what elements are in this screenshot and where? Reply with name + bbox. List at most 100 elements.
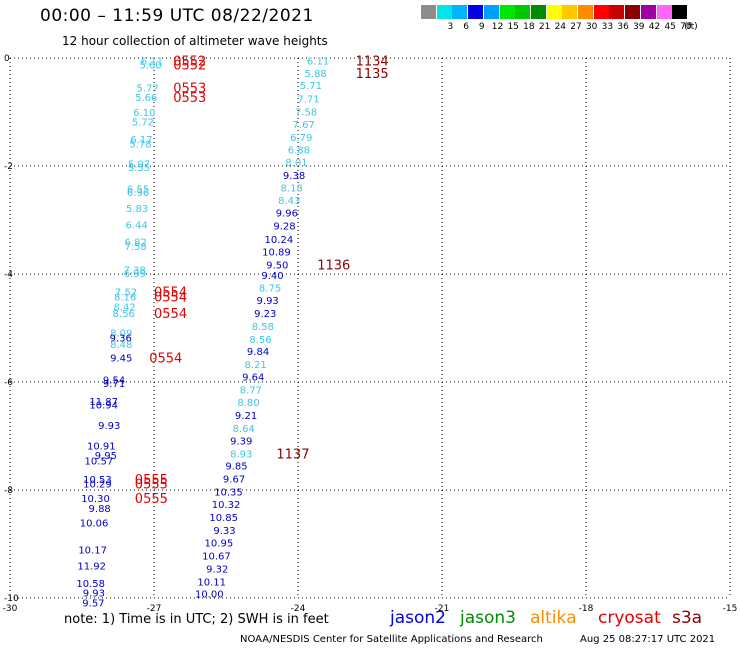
wave-height-value: 9.57 (82, 598, 104, 609)
wave-height-value: 10.35 (214, 488, 243, 499)
color-bin-label: 21 (538, 22, 551, 32)
legend-satellite-altika: altika (530, 608, 577, 628)
wave-height-value: 9.23 (254, 309, 276, 320)
color-bin-swatch (483, 5, 499, 19)
y-tick-label: 0 (4, 54, 10, 64)
pass-time-label: 0555 (135, 478, 168, 493)
color-bin-swatch (672, 5, 688, 19)
wave-height-value: 10.17 (78, 545, 107, 556)
color-bin-swatch (562, 5, 578, 19)
wave-height-value: 5.71 (300, 81, 322, 92)
color-bin-label: 33 (601, 22, 614, 32)
wave-height-value: 8.21 (245, 360, 267, 371)
wave-height-value: 9.33 (213, 526, 235, 537)
wave-height-value: 8.58 (252, 322, 274, 333)
wave-height-value: 9.95 (95, 451, 117, 462)
color-bin-swatch (515, 5, 531, 19)
wave-height-value: 9.67 (223, 475, 245, 486)
wave-height-value: 9.93 (83, 589, 105, 600)
color-scale-unit: (ft) (684, 22, 698, 32)
wave-height-value: 9.38 (283, 171, 305, 182)
x-tick-label: -24 (291, 604, 306, 614)
legend-satellite-s3a: s3a (672, 608, 703, 628)
color-bin-swatch (468, 5, 484, 19)
wave-height-value: 10.06 (80, 518, 109, 529)
pass-time-label: 1137 (276, 447, 309, 462)
wave-height-value: 5.77 (137, 84, 159, 95)
y-tick-label: -8 (4, 486, 13, 496)
pass-time-label: 0552 (173, 55, 206, 70)
wave-height-value: 8.43 (278, 196, 300, 207)
color-bin-swatch (625, 5, 641, 19)
color-bin-label: 3 (447, 22, 454, 32)
wave-height-value: 6.55 (127, 185, 149, 196)
wave-height-value: 6.44 (125, 220, 147, 231)
wave-height-value: 11.87 (89, 397, 118, 408)
chart-subtitle: 12 hour collection of altimeter wave hei… (62, 34, 328, 48)
wave-height-value: 11.92 (77, 562, 106, 573)
wave-height-value: 5.60 (139, 60, 161, 71)
wave-height-value: 9.85 (225, 462, 247, 473)
wave-height-value: 8.77 (240, 386, 262, 397)
wave-height-value: 10.30 (81, 494, 110, 505)
wave-height-value: 9.93 (98, 421, 120, 432)
wave-height-value: 9.71 (103, 379, 125, 390)
wave-height-value: 6.79 (290, 133, 312, 144)
color-bin-swatch (546, 5, 562, 19)
wave-height-value: 6.88 (288, 145, 310, 156)
generated-timestamp: Aug 25 08:27:17 UTC 2021 (580, 634, 716, 645)
color-bin-swatch (421, 5, 436, 19)
footnote: note: 1) Time is in UTC; 2) SWH is in fe… (64, 612, 329, 627)
wave-height-value: 10.58 (76, 579, 105, 590)
wave-height-value: 8.42 (113, 302, 135, 313)
color-bin-label: 39 (633, 22, 645, 32)
color-bin-label: 42 (648, 22, 661, 32)
wave-height-value: 8.75 (259, 284, 281, 295)
pass-time-label: 0553 (173, 82, 206, 97)
wave-height-value: 10.85 (209, 513, 238, 524)
pass-time-label: 1136 (317, 258, 350, 273)
wave-height-value: 8.56 (113, 309, 135, 320)
x-tick-label: -15 (723, 604, 738, 614)
wave-height-value: 9.93 (257, 296, 279, 307)
wave-height-value: 5.83 (126, 204, 148, 215)
legend-satellite-cryosat: cryosat (598, 608, 661, 628)
color-bin-label: 6 (463, 22, 469, 32)
x-tick-label: -21 (435, 604, 450, 614)
wave-height-value: 9.50 (266, 260, 288, 271)
wave-height-value: 9.40 (261, 271, 283, 282)
wave-height-value: 10.24 (265, 235, 294, 246)
color-bin-label: 12 (491, 22, 504, 32)
wave-height-value: 10.91 (87, 442, 116, 453)
pass-time-label: 1135 (356, 67, 389, 82)
color-bin-swatch (499, 5, 515, 19)
y-tick-label: -2 (4, 162, 13, 172)
y-tick-label: -4 (4, 270, 13, 280)
color-bin-swatch (578, 5, 593, 19)
wave-height-value: 8.80 (237, 398, 259, 409)
y-tick-label: -10 (4, 594, 19, 604)
wave-height-value: 9.21 (235, 411, 257, 422)
wave-height-value: 5.88 (305, 69, 327, 80)
wave-height-value: 10.95 (205, 538, 234, 549)
x-tick-label: -30 (3, 604, 18, 614)
wave-height-value: 8.01 (285, 158, 307, 169)
wave-height-value: 6.11 (141, 57, 163, 68)
wave-height-value: 8.16 (114, 293, 136, 304)
pass-time-label: 1134 (356, 55, 389, 70)
color-bin-label: 36 (617, 22, 629, 32)
wave-height-value: 5.66 (135, 93, 157, 104)
pass-time-label: 0554 (154, 285, 187, 300)
color-bin-label: 27 (570, 22, 582, 32)
color-bin-label: 70 (680, 22, 692, 32)
wave-height-value: 9.64 (242, 373, 264, 384)
wave-height-value: 8.56 (249, 335, 271, 346)
wave-height-value: 10.29 (83, 480, 112, 491)
wave-height-value: 10.32 (212, 500, 241, 511)
wave-height-value: 9.84 (247, 347, 269, 358)
wave-height-value: 6.99 (124, 269, 146, 280)
wave-height-value: 7.71 (297, 95, 319, 106)
x-tick-label: -18 (579, 604, 594, 614)
pass-time-label: 0554 (149, 352, 182, 367)
